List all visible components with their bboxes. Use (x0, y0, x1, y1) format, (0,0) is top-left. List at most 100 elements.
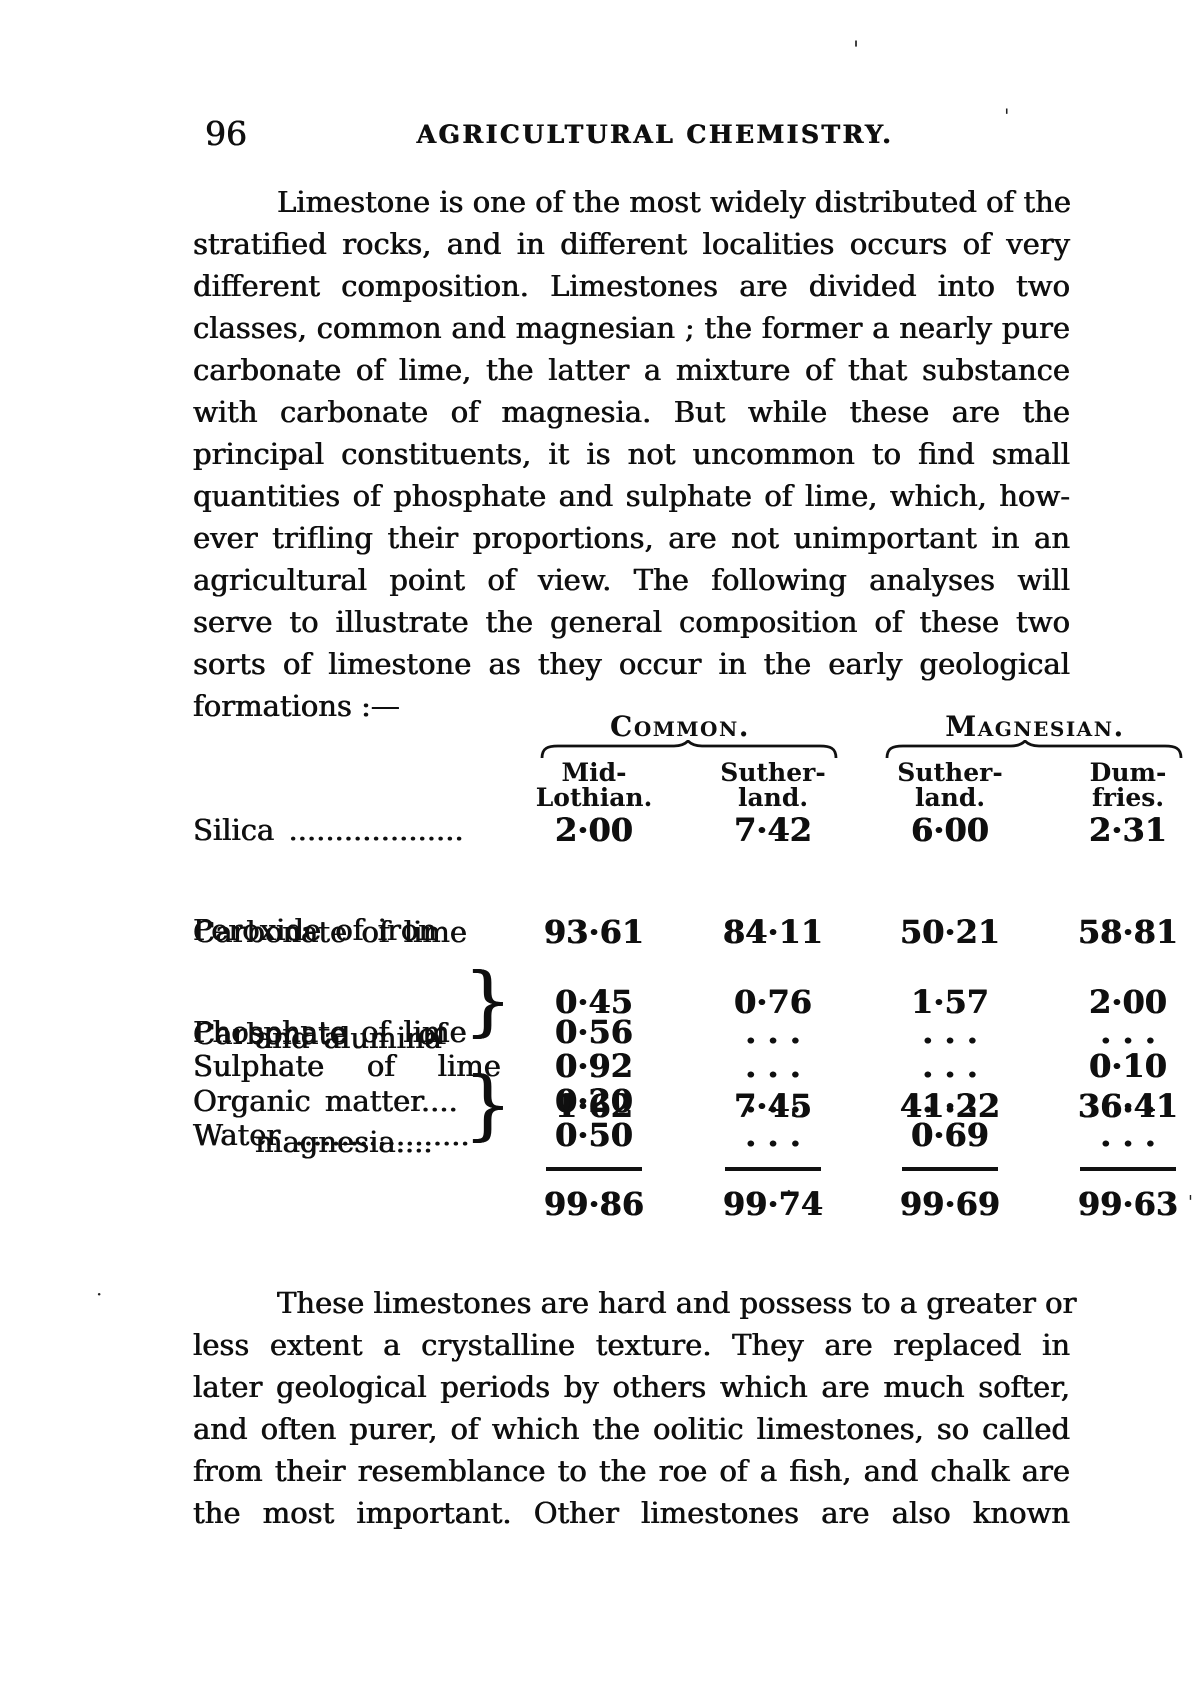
total-cell: 99·69 (899, 1185, 1001, 1223)
total-cell: 99·74 (722, 1185, 824, 1223)
table-group-header-common: Common. (610, 710, 750, 743)
column-header-sutherland-common: Suther- land. (720, 758, 826, 812)
spacer (193, 760, 500, 810)
table-cell: . . . (745, 1047, 801, 1085)
table-cell: 1·62 (555, 1087, 633, 1125)
table-cell: 41·22 (899, 1087, 1001, 1125)
total-rule (546, 1167, 642, 1171)
total-cell: 99·63 (1077, 1185, 1179, 1223)
table-row-sulphate-lime: Sulphate of lime 0·92 . . . . . . 0·10 (193, 1048, 1200, 1084)
paragraph-limestone-intro: Limestone is one of the most widely dist… (193, 181, 1071, 727)
ink-speck: · (96, 1282, 103, 1306)
table-group-header-magnesian: Magnesian. (945, 710, 1125, 743)
row-brace: } (463, 1059, 512, 1149)
text-line: principal constituents, it is not uncomm… (193, 437, 1070, 471)
total-rule (1080, 1167, 1176, 1171)
row-label: Water ................... (193, 1118, 470, 1152)
paragraph-limestone-texture: These limestones are hard and possess to… (193, 1282, 1077, 1534)
table-cell: 7·45 (734, 1087, 812, 1125)
row-label: Silica ................... (193, 813, 464, 847)
total-cell: 99·86 (543, 1185, 645, 1223)
table-row-organic-matter: Organic matter.... 0·20 . . . . . . . . … (193, 1083, 1200, 1119)
table-cell: . . . (745, 1082, 801, 1120)
text-line: quantities of phosphate and sulphate of … (193, 479, 1070, 513)
table-cell: 50·21 (899, 913, 1001, 951)
table-cell: . . . (922, 1047, 978, 1085)
text-line: with carbonate of magnesia. But while th… (193, 395, 1070, 429)
table-cell: . . . (1100, 1116, 1156, 1154)
text-line: from their resemblance to the roe of a f… (193, 1454, 1070, 1488)
table-totals-row: 99·86 99·74 99·69 99·63 (193, 1186, 1200, 1222)
table-cell: 36·41 (1077, 1087, 1179, 1125)
row-label: Carbonate of magnesia.... } (193, 1017, 512, 1159)
row-label: Organic matter.... (193, 1084, 458, 1118)
text-line: later geological periods by others which… (193, 1370, 1070, 1404)
text-line: Limestone is one of the most widely dist… (277, 185, 1071, 219)
page-number: 96 (205, 114, 247, 153)
text-line: agricultural point of view. The followin… (193, 563, 1070, 597)
table-cell: 2·00 (1089, 983, 1167, 1021)
table-cell: 0·10 (1089, 1047, 1167, 1085)
text-line: sorts of limestone as they occur in the … (193, 647, 1070, 681)
text-line: formations :— (193, 689, 400, 723)
table-cell: 2·31 (1089, 811, 1167, 849)
row-label: Peroxide of iron and alumina } (193, 913, 512, 1055)
table-cell: 6·00 (911, 811, 989, 849)
running-head: AGRICULTURAL CHEMISTRY. (416, 120, 894, 149)
table-cell: 93·61 (543, 913, 645, 951)
ink-speck: . (786, 1176, 792, 1197)
table-cell: . . . (745, 1116, 801, 1154)
text-line: and often purer, of which the oolitic li… (193, 1412, 1070, 1446)
row-brace: } (463, 955, 512, 1045)
table-cell: . . . (922, 1082, 978, 1120)
table-cell: 0·50 (555, 1116, 633, 1154)
row-label: Phosphate of lime (193, 1015, 467, 1049)
table-cell: 1·57 (911, 983, 989, 1021)
ink-speck: , (458, 1496, 465, 1521)
text-line: the most important. Other limestones are… (193, 1496, 1070, 1530)
table-row-water: Water ................... 0·50 . . . 0·6… (193, 1117, 1200, 1153)
column-header-dumfries: Dum- fries. (1089, 758, 1167, 812)
ink-speck: . (449, 116, 456, 141)
table-row-carbonate-lime: Carbonate of lime 93·61 84·11 50·21 58·8… (193, 914, 1200, 950)
row-label: Carbonate of lime (193, 915, 467, 949)
group-brace-magnesian (885, 740, 1183, 759)
table-column-header-row: Mid- Lothian. Suther- land. Suther- land… (193, 760, 1200, 810)
table-cell: 7·42 (734, 811, 812, 849)
ink-speck: ' (853, 38, 860, 63)
spacer (193, 1186, 500, 1222)
table-cell: . . . (1100, 1013, 1156, 1051)
table-cell: 2·00 (555, 811, 633, 849)
table-row-peroxide-iron-alumina: Peroxide of iron and alumina } 0·45 0·76… (193, 840, 1200, 1055)
table-cell: 0·56 (555, 1013, 633, 1051)
ink-speck: ' (1004, 104, 1010, 128)
text-line: serve to illustrate the general composit… (193, 605, 1070, 639)
table-cell: 0·76 (734, 983, 812, 1021)
total-rule (725, 1167, 821, 1171)
text-line: less extent a crystalline texture. They … (193, 1328, 1070, 1362)
table-cell: 0·20 (555, 1082, 633, 1120)
table-cell: . . . (1100, 1082, 1156, 1120)
table-cell: 0·69 (911, 1116, 989, 1154)
table-cell: 0·45 (555, 983, 633, 1021)
table-cell: 58·81 (1077, 913, 1179, 951)
text-line: carbonate of lime, the latter a mixture … (193, 353, 1070, 387)
table-cell: . . . (745, 1013, 801, 1051)
total-rule (902, 1167, 998, 1171)
group-brace-common (540, 740, 838, 759)
text-line: classes, common and magnesian ; the form… (193, 311, 1070, 345)
column-header-sutherland-magnesian: Suther- land. (897, 758, 1003, 812)
row-label: Sulphate of lime (193, 1049, 501, 1083)
text-line: different composition. Limestones are di… (193, 269, 1070, 303)
column-header-midlothian: Mid- Lothian. (535, 758, 653, 812)
table-row-silica: Silica ................... 2·00 7·42 6·0… (193, 812, 1200, 848)
table-cell: . . . (922, 1013, 978, 1051)
text-line: stratified rocks, and in different local… (193, 227, 1070, 261)
text-line: These limestones are hard and possess to… (277, 1286, 1077, 1320)
text-line: ever trifling their proportions, are not… (193, 521, 1070, 555)
table-cell: 84·11 (722, 913, 824, 951)
table-cell: 0·92 (555, 1047, 633, 1085)
table-row-carbonate-magnesia: Carbonate of magnesia.... } 1·62 7·45 41… (193, 944, 1200, 1159)
table-row-phosphate-lime: Phosphate of lime 0·56 . . . . . . . . . (193, 1014, 1200, 1050)
